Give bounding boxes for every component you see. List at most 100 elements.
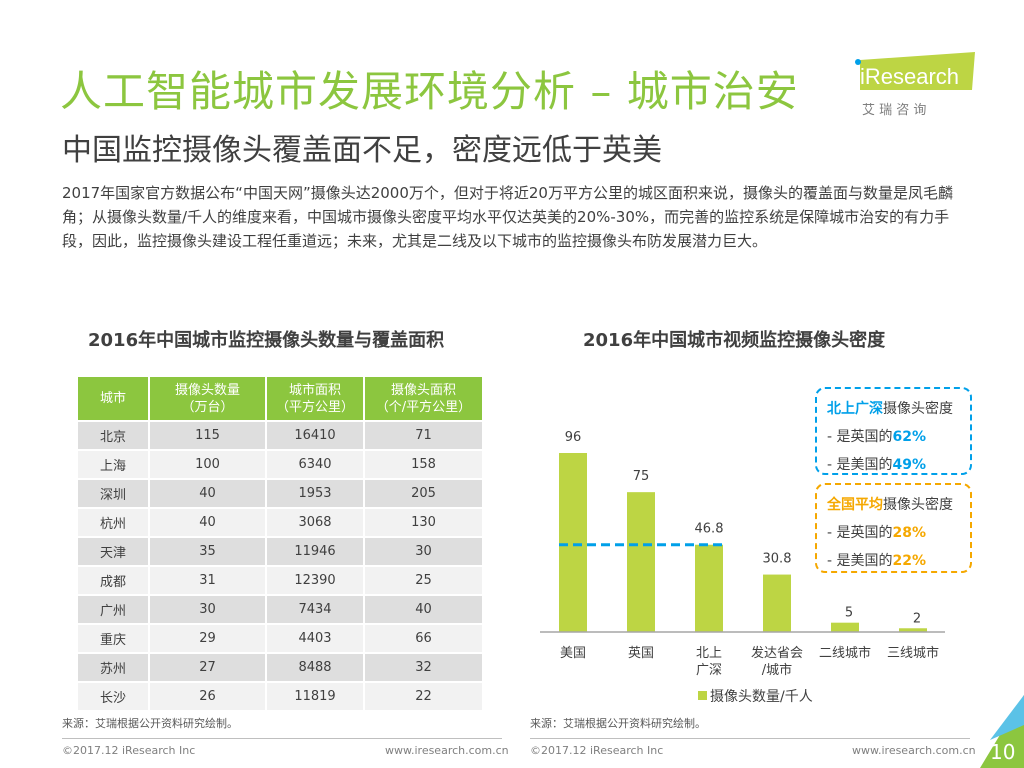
column-header: 摄像头数量 （万台） [148,375,267,422]
subtitle: 中国监控摄像头覆盖面不足，密度远低于英美 [62,133,662,168]
copyright: ©2017.12 iResearch Inc [62,744,196,757]
corner-decoration [980,695,1024,768]
table-cell: 7434 [265,594,365,625]
table-cell: 天津 [76,536,150,567]
category-label: /城市 [762,662,792,678]
table-row: 深圳 40 1953 205 [76,478,484,509]
data-label: 5 [845,606,853,621]
bar [695,544,723,632]
table-cell: 25 [363,565,484,596]
page-title: 人工智能城市发展环境分析 – 城市治安 [60,67,799,116]
source-right: 来源：艾瑞根据公开资料研究绘制。 [530,717,706,730]
table-row: 天津 35 11946 30 [76,536,484,567]
data-label: 2 [913,611,921,626]
callout-line: - 是英国的62% [827,429,927,445]
callout-heading: 全国平均摄像头密度 [827,497,953,513]
table-cell: 11819 [265,681,365,712]
callout-national: 全国平均摄像头密度 - 是英国的28% - 是美国的22% [815,483,972,573]
table-cell: 40 [148,478,267,509]
source-left: 来源：艾瑞根据公开资料研究绘制。 [62,717,238,730]
table-cell: 16410 [265,420,365,451]
callout-tier1: 北上广深摄像头密度 - 是英国的62% - 是美国的49% [815,387,972,475]
table-cell: 长沙 [76,681,150,712]
data-label: 46.8 [695,522,724,537]
table-cell: 1953 [265,478,365,509]
table-cell: 3068 [265,507,365,538]
table-cell: 35 [148,536,267,567]
table-cell: 71 [363,420,484,451]
table-cell: 40 [148,507,267,538]
table-cell: 苏州 [76,652,150,683]
table-title: 2016年中国城市监控摄像头数量与覆盖面积 [88,330,445,351]
table-cell: 广州 [76,594,150,625]
data-label: 75 [633,469,650,484]
column-header: 城市面积 （平方公里） [265,375,365,422]
category-label: 北上 [696,646,722,661]
table-cell: 40 [363,594,484,625]
table-cell: 31 [148,565,267,596]
table-cell: 北京 [76,420,150,451]
category-label: 二线城市 [819,645,871,661]
table-row: 苏州 27 8488 32 [76,652,484,683]
table-row: 杭州 40 3068 130 [76,507,484,538]
bar [627,492,655,632]
page-number: 10 [990,740,1016,764]
iresearch-logo: iResearch 艾 瑞 咨 询 [855,52,975,118]
bar [559,453,587,632]
category-label: 广深 [696,663,722,678]
bar [899,628,927,632]
category-label: 美国 [560,646,586,661]
table-cell: 30 [148,594,267,625]
table-cell: 4403 [265,623,365,654]
table-cell: 29 [148,623,267,654]
category-label: 英国 [628,646,654,661]
table-cell: 130 [363,507,484,538]
column-header: 城市 [76,375,150,422]
legend-label: 摄像头数量/千人 [710,689,813,705]
density-bar-chart: 96 美国 75 英国 46.8 北上广深 30.8 发达省会/城市 5 二线城市 2 三线城市摄像头… [540,430,945,705]
website: www.iresearch.com.cn [852,744,976,757]
table-cell: 重庆 [76,623,150,654]
table-cell: 30 [363,536,484,567]
callout-line: - 是美国的22% [827,553,927,569]
table-cell: 27 [148,652,267,683]
table-cell: 杭州 [76,507,150,538]
bar [763,574,791,632]
table-row: 成都 31 12390 25 [76,565,484,596]
table-cell: 22 [363,681,484,712]
table-row: 上海 100 6340 158 [76,449,484,480]
city-camera-table: 城市 摄像头数量 （万台） 城市面积 （平方公里） 摄像头面积 （个/平方公里） 北京 115 1… [76,375,484,712]
table-cell: 100 [148,449,267,480]
svg-text:iResearch: iResearch [860,64,959,89]
chart-title: 2016年中国城市视频监控摄像头密度 [583,330,886,351]
callout-line: - 是美国的49% [827,457,927,473]
category-label: 发达省会 [751,645,803,661]
footer-divider [530,738,970,739]
table-cell: 66 [363,623,484,654]
category-label: 三线城市 [887,645,939,661]
callout-heading: 北上广深摄像头密度 [827,401,953,417]
data-label: 96 [565,430,582,445]
table-row: 长沙 26 11819 22 [76,681,484,712]
table-cell: 11946 [265,536,365,567]
table-cell: 6340 [265,449,365,480]
table-cell: 深圳 [76,478,150,509]
table-row: 北京 115 16410 71 [76,420,484,451]
table-cell: 158 [363,449,484,480]
table-cell: 12390 [265,565,365,596]
website: www.iresearch.com.cn [385,744,509,757]
table-cell: 8488 [265,652,365,683]
footer-divider [62,738,502,739]
bar [831,622,859,632]
table-cell: 115 [148,420,267,451]
column-header: 摄像头面积 （个/平方公里） [363,375,484,422]
svg-text:艾 瑞 咨 询: 艾 瑞 咨 询 [862,103,926,118]
table-cell: 上海 [76,449,150,480]
callout-line: - 是英国的28% [827,525,927,541]
table-cell: 205 [363,478,484,509]
table-cell: 32 [363,652,484,683]
table-row: 广州 30 7434 40 [76,594,484,625]
table-row: 重庆 29 4403 66 [76,623,484,654]
table-cell: 26 [148,681,267,712]
body-text: 2017年国家官方数据公布“中国天网”摄像头达2000万个，但对于将近20万平方… [62,184,953,250]
